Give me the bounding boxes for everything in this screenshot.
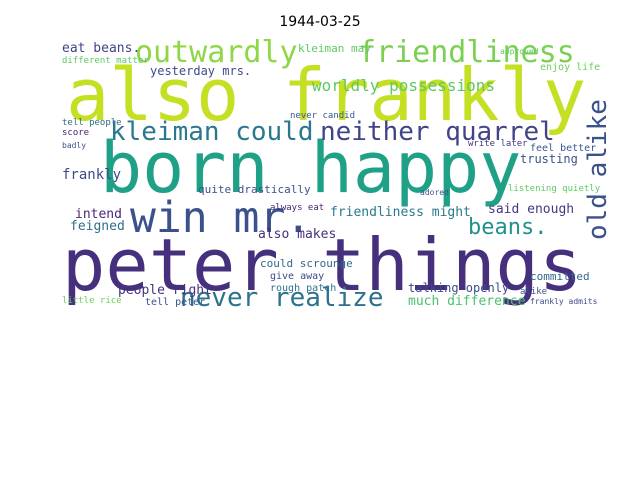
word: tell people [62,118,122,128]
word: trusting [520,152,578,166]
word: listening quietly [508,184,601,194]
word: friendliness [358,35,575,70]
word: committed [530,270,590,283]
word: much difference [408,294,526,309]
word: peter things [62,223,582,307]
word: alike [520,287,547,297]
word: give away [270,271,324,282]
word: born happy [100,127,521,209]
word: talking openly [408,281,509,295]
chart-title: 1944-03-25 [279,14,360,30]
word: tell peter [145,297,205,308]
word: enjoy life [540,62,600,73]
word: could scrounge [260,257,353,270]
word: said enough [488,202,574,217]
word: adored [420,188,449,197]
word: people right [118,283,212,298]
word: never realize [180,283,384,313]
word: kleiman may [298,42,371,55]
word: yesterday mrs. [150,64,251,78]
word: outwardly [135,35,298,70]
word: worldly possessions [312,76,495,95]
word: write later [468,139,528,149]
word: always eat [270,203,324,213]
word: win mr. [130,193,311,243]
word: score [62,128,89,138]
word: eat beans. [62,41,140,56]
word: feel better [530,143,596,154]
word: also makes [258,227,336,242]
word: badly [62,141,86,150]
word: different matter [62,56,149,66]
word: frankly admits [530,297,598,306]
word: never candid [290,111,355,121]
word: kleiman could [110,117,314,147]
word: rough patch [270,283,336,294]
word: neither quarrel [320,117,555,147]
word: friendliness might [330,205,471,220]
word: approved [500,47,539,56]
word: old alike [583,99,613,240]
word: feigned [70,219,125,234]
word: quite drastically [198,183,311,196]
word: little rice [62,296,122,306]
word: frankly [62,167,121,183]
word: beans. [468,215,547,240]
word: intend [75,207,122,222]
word: also frankly [66,53,586,137]
